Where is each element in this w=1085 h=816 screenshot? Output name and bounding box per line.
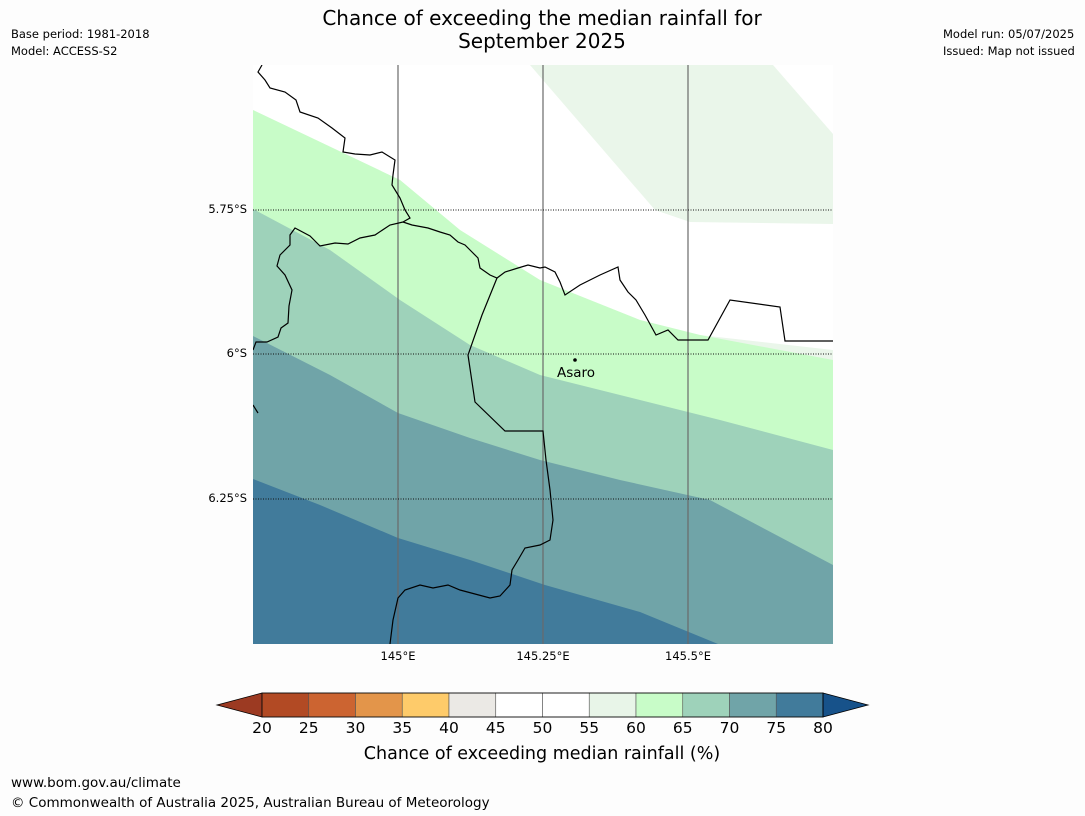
issued-text: Issued: Map not issued: [943, 44, 1075, 58]
model-run-text: Model run: 05/07/2025: [943, 27, 1075, 41]
colorbar-tick-label: 45: [485, 719, 506, 737]
lon-label-145-25: 145.25°E: [516, 649, 570, 663]
colorbar-tick-label: 75: [766, 719, 787, 737]
colorbar-segment-55: [588, 692, 637, 718]
lat-label-6-25: 6.25°S: [208, 491, 247, 505]
colorbar-tick-label: 50: [532, 719, 553, 737]
lon-label-145: 145°E: [380, 649, 416, 663]
colorbar-tick-label: 30: [345, 719, 366, 737]
asaro-marker: [573, 358, 577, 362]
colorbar-extend-low: [215, 692, 263, 718]
colorbar: [215, 692, 870, 718]
band-white-corner-right: [773, 65, 833, 134]
map-title: Chance of exceeding the median rainfall …: [242, 7, 842, 53]
colorbar-outline: [261, 692, 824, 718]
base-period-text: Base period: 1981-2018: [11, 27, 150, 41]
colorbar-segment-75: [775, 692, 824, 718]
meta-left: Base period: 1981-2018 Model: ACCESS-S2: [11, 26, 150, 60]
lat-label-6: 6°S: [226, 346, 247, 360]
meta-right: Model run: 05/07/2025 Issued: Map not is…: [943, 26, 1075, 60]
colorbar-tick-label: 40: [439, 719, 459, 737]
model-text: Model: ACCESS-S2: [11, 44, 118, 58]
boundary-west-fragment: [253, 404, 259, 414]
colorbar-extend-high: [822, 692, 870, 718]
colorbar-label: Chance of exceeding median rainfall (%): [363, 744, 721, 764]
colorbar-tick-label: 20: [252, 719, 272, 737]
province-boundaries: [253, 65, 833, 644]
colorbar-tick-label: 60: [626, 719, 646, 737]
colorbar-segment-40: [448, 692, 497, 718]
boundary-south: [389, 277, 554, 644]
boundary-north: [257, 65, 411, 223]
boundary-central: [253, 221, 404, 351]
lat-label-5-75: 5.75°S: [208, 202, 247, 216]
colorbar-segment-70: [729, 692, 777, 718]
colorbar-segment-30: [355, 692, 403, 718]
colorbar-segment-60: [635, 692, 684, 718]
colorbar-segment-65: [682, 692, 730, 718]
place-label-asaro: Asaro: [557, 365, 596, 381]
graticule: [253, 65, 833, 644]
band-75-80: [253, 479, 718, 644]
footer-url: www.bom.gov.au/climate: [11, 775, 181, 791]
colorbar-segment-50: [542, 692, 590, 718]
colorbar-segment-45: [495, 692, 543, 718]
colorbar-segment-35: [401, 692, 450, 718]
colorbar-segment-25: [308, 692, 356, 718]
colorbar-segment-20: [261, 692, 310, 718]
title-line-2: September 2025: [458, 29, 626, 53]
colorbar-tick-label: 70: [719, 719, 740, 737]
colorbar-tick-label: 80: [813, 719, 833, 737]
title-line-1: Chance of exceeding the median rainfall …: [322, 6, 762, 30]
colorbar-tick-label: 35: [392, 719, 413, 737]
colorbar-tick-label: 65: [672, 719, 693, 737]
lon-label-145-5: 145.5°E: [665, 649, 711, 663]
colorbar-tick-label: 25: [298, 719, 319, 737]
colorbar-tick-label: 55: [579, 719, 600, 737]
boundary-central-east: [402, 221, 833, 342]
footer-copyright: © Commonwealth of Australia 2025, Austra…: [11, 795, 490, 811]
